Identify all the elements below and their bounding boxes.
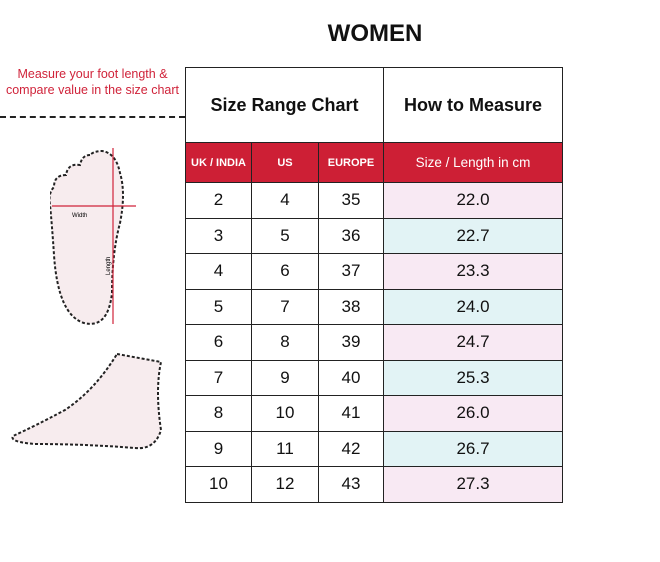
europe-size-cell: 43 [318,466,384,503]
length-cm-cell: 26.0 [383,395,563,432]
foot-side-illustration [11,352,163,450]
europe-size-cell: 42 [318,430,384,467]
column-header-us: US [251,142,319,183]
uk-size-cell: 9 [185,430,252,467]
table-row: 7 9 40 25.3 [185,359,563,396]
europe-size-cell: 40 [318,359,384,396]
uk-size-cell: 10 [185,466,252,503]
length-cm-cell: 26.7 [383,430,563,467]
us-size-cell: 5 [251,217,319,254]
size-chart-table: Size Range Chart How to Measure UK / IND… [185,67,563,503]
dashed-divider [0,116,185,118]
uk-size-cell: 5 [185,288,252,325]
us-size-cell: 9 [251,359,319,396]
uk-size-cell: 2 [185,182,252,219]
europe-size-cell: 35 [318,182,384,219]
us-size-cell: 10 [251,395,319,432]
europe-size-cell: 36 [318,217,384,254]
length-cm-cell: 24.0 [383,288,563,325]
length-cm-cell: 24.7 [383,324,563,361]
uk-size-cell: 7 [185,359,252,396]
length-cm-cell: 22.0 [383,182,563,219]
table-row: 6 8 39 24.7 [185,324,563,361]
europe-size-cell: 38 [318,288,384,325]
us-size-cell: 7 [251,288,319,325]
europe-size-cell: 41 [318,395,384,432]
column-header-uk: UK / INDIA [185,142,252,183]
us-size-cell: 4 [251,182,319,219]
column-header-europe: EUROPE [318,142,384,183]
us-size-cell: 6 [251,253,319,290]
column-header-length: Size / Length in cm [383,142,563,183]
uk-size-cell: 4 [185,253,252,290]
length-cm-cell: 23.3 [383,253,563,290]
uk-size-cell: 8 [185,395,252,432]
table-row: 2 4 35 22.0 [185,182,563,219]
table-row: 3 5 36 22.7 [185,217,563,254]
length-cm-cell: 25.3 [383,359,563,396]
table-row: 8 10 41 26.0 [185,395,563,432]
table-row: 4 6 37 23.3 [185,253,563,290]
length-cm-cell: 22.7 [383,217,563,254]
size-range-header: Size Range Chart [185,67,384,143]
foot-sole-illustration: Width Length [50,148,136,325]
us-size-cell: 8 [251,324,319,361]
instruction-text: Measure your foot length & compare value… [5,67,179,97]
europe-size-cell: 39 [318,324,384,361]
how-to-measure-header: How to Measure [383,67,563,143]
table-row: 10 12 43 27.3 [185,466,563,503]
length-label: Length [106,257,112,275]
width-label: Width [72,213,87,219]
table-row: 5 7 38 24.0 [185,288,563,325]
length-cm-cell: 27.3 [383,466,563,503]
europe-size-cell: 37 [318,253,384,290]
uk-size-cell: 6 [185,324,252,361]
uk-size-cell: 3 [185,217,252,254]
table-row: 9 11 42 26.7 [185,430,563,467]
us-size-cell: 11 [251,430,319,467]
us-size-cell: 12 [251,466,319,503]
page-title: WOMEN [327,20,423,47]
